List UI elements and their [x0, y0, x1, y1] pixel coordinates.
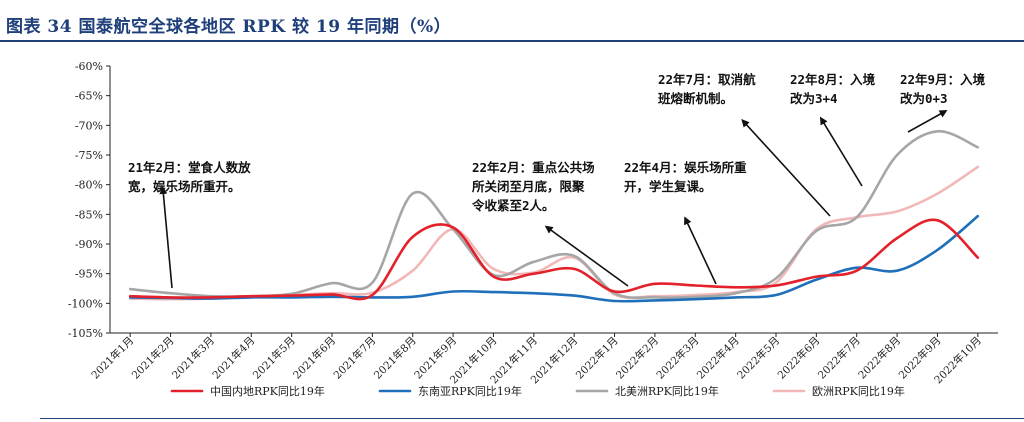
- legend-label: 东南亚RPK同比19年: [418, 384, 522, 398]
- legend-label: 北美洲RPK同比19年: [615, 384, 719, 398]
- y-tick-label: -65%: [75, 90, 103, 103]
- annotation-arrow: [684, 216, 717, 285]
- annotation-arrow: [159, 186, 173, 289]
- x-tick-label: 2021年5月: [250, 334, 298, 382]
- series-southeast-asia-line: [128, 214, 980, 303]
- x-tick-label: 2022年8月: [856, 334, 904, 382]
- annotation-arrow: [819, 116, 863, 187]
- annotation-text: 21年2月：堂食人数放: [128, 160, 251, 175]
- x-tick-label: 2021年6月: [290, 334, 338, 382]
- annotation-text: 开，学生复课。: [624, 179, 712, 194]
- x-tick-label: 2022年6月: [775, 334, 823, 382]
- annotation-text: 宽，娱乐场所重开。: [127, 179, 241, 194]
- x-tick-label: 2022年7月: [815, 334, 863, 382]
- annotation-text: 改为3+4: [790, 91, 838, 106]
- y-tick-label: -70%: [75, 119, 103, 132]
- annotation-text: 班熔断机制。: [658, 91, 733, 106]
- x-tick-label: 2021年4月: [210, 334, 258, 382]
- annotation-arrow: [907, 110, 948, 133]
- x-tick-label: 2022年5月: [734, 334, 782, 382]
- title-divider: [0, 40, 1024, 42]
- series-china-mainland-line: [128, 218, 980, 301]
- y-tick-label: -80%: [75, 179, 103, 192]
- annotation-text: 22年2月：重点公共场: [472, 160, 595, 175]
- legend-label: 欧洲RPK同比19年: [812, 384, 905, 398]
- annotation-text: 22年4月：娱乐场所重: [624, 160, 747, 175]
- y-tick-label: -85%: [75, 208, 103, 221]
- x-tick-label: 2021年3月: [169, 334, 217, 382]
- y-tick-label: -100%: [68, 297, 103, 310]
- chart-title: 图表 34 国泰航空全球各地区 RPK 较 19 年同期（%）: [6, 17, 452, 37]
- x-tick-label: 2022年4月: [694, 334, 742, 382]
- legend-label: 中国内地RPK同比19年: [210, 384, 325, 398]
- x-tick-label: 2022年3月: [654, 334, 702, 382]
- annotation-text: 22年8月：入境: [790, 72, 876, 87]
- annotation-arrow: [544, 225, 629, 287]
- x-tick-label: 2021年8月: [371, 334, 419, 382]
- x-tick-label: 2021年7月: [331, 334, 379, 382]
- annotation-arrow: [741, 119, 831, 217]
- annotation-text: 改为0+3: [900, 91, 948, 106]
- y-tick-label: -75%: [75, 149, 103, 162]
- y-tick-label: -60%: [75, 60, 103, 73]
- annotation-text: 所关闭至月底，限聚: [472, 179, 585, 194]
- x-tick-label: 2021年2月: [129, 334, 177, 382]
- annotation-text: 22年9月：入境: [900, 72, 986, 87]
- title-bar: 图表 34 国泰航空全球各地区 RPK 较 19 年同期（%）: [0, 0, 1024, 44]
- x-tick-label: 2021年1月: [89, 334, 137, 382]
- annotation-text: 22年7月：取消航: [658, 72, 756, 87]
- annotation-text: 令收紧至2人。: [471, 198, 555, 213]
- bottom-divider: [40, 418, 1024, 419]
- x-tick-label: 2022年2月: [613, 334, 661, 382]
- y-tick-label: -105%: [68, 327, 103, 340]
- y-tick-label: -90%: [75, 238, 103, 251]
- y-tick-label: -95%: [75, 268, 103, 281]
- x-tick-label: 2022年1月: [573, 334, 621, 382]
